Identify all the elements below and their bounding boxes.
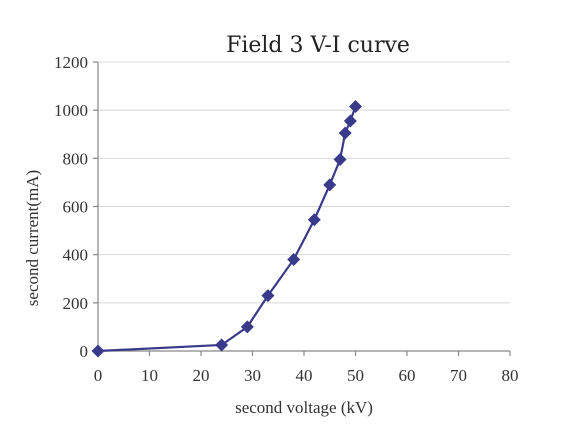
- series-line-0: [97, 106, 357, 353]
- x-tick-label-20: 20: [193, 366, 210, 385]
- x-axis-label: second voltage (kV): [235, 398, 373, 417]
- x-tick-label-60: 60: [399, 366, 416, 385]
- data-point-3: [261, 289, 275, 303]
- x-tick-label-0: 0: [94, 366, 103, 385]
- x-tick-label-30: 30: [244, 366, 261, 385]
- y-tick-label-200: 200: [63, 294, 89, 313]
- y-tick-label-0: 0: [80, 342, 89, 361]
- series-layer: [91, 100, 362, 358]
- x-tick-label-50: 50: [347, 366, 364, 385]
- y-tick-label-800: 800: [63, 149, 89, 168]
- y-tick-label-400: 400: [63, 246, 89, 265]
- data-point-7: [333, 153, 347, 167]
- y-tick-label-1000: 1000: [54, 101, 88, 120]
- x-tick-label-10: 10: [141, 366, 158, 385]
- y-tick-label-600: 600: [63, 198, 89, 217]
- y-axis-label: second current(mA): [23, 170, 42, 306]
- data-point-2: [240, 320, 254, 334]
- x-tick-label-70: 70: [450, 366, 467, 385]
- tick-layer: 0 200 400 600 800 1000 1200 0 10 20 30 40 50 60 70 80: [54, 53, 519, 385]
- data-point-1: [215, 338, 229, 352]
- data-point-9: [343, 114, 357, 128]
- data-point-8: [338, 126, 352, 140]
- grid-layer: [98, 61, 510, 304]
- data-point-0: [91, 344, 105, 358]
- y-tick-label-1200: 1200: [54, 53, 88, 72]
- data-point-5: [307, 213, 321, 227]
- data-point-4: [287, 252, 301, 266]
- data-point-6: [323, 178, 337, 192]
- chart-title: Field 3 V-I curve: [226, 33, 410, 58]
- data-point-10: [349, 100, 362, 114]
- x-tick-label-40: 40: [296, 366, 313, 385]
- x-tick-label-80: 80: [502, 366, 519, 385]
